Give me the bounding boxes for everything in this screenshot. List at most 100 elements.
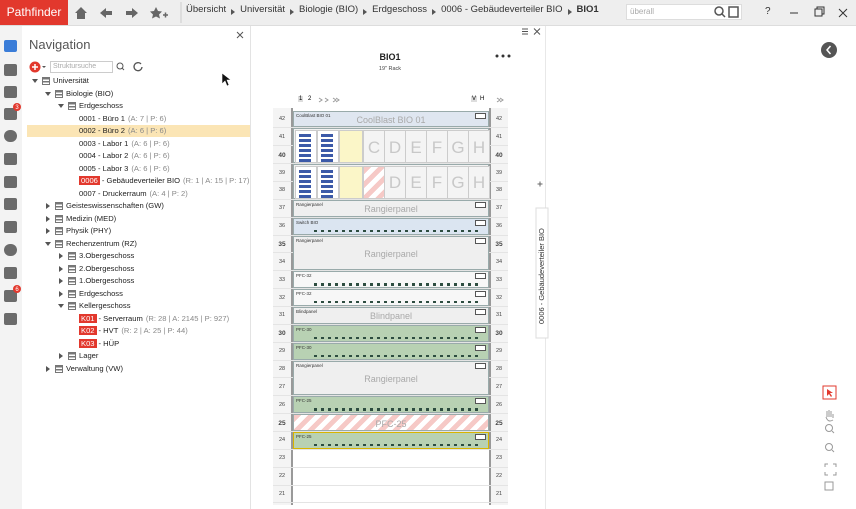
rack-device[interactable]: PFC-25: [293, 396, 489, 414]
rack-device[interactable]: PFC-25: [293, 414, 489, 431]
tree-item[interactable]: Kellergeschoss: [79, 301, 131, 311]
sidebar-icon[interactable]: [4, 64, 17, 76]
sidebar-icon[interactable]: [4, 176, 17, 188]
rack-device[interactable]: Rangierpanel Rangierpanel: [293, 199, 489, 217]
sidebar-icon[interactable]: [4, 86, 17, 98]
breadcrumb-item[interactable]: 0006 - Gebäudeverteiler BIO: [441, 4, 563, 15]
tree-item[interactable]: K02- HVT (R: 2 | A: 25 | P: 44): [79, 326, 188, 336]
view-button[interactable]: H: [480, 96, 485, 102]
tree-item[interactable]: 3.Obergeschoss: [79, 251, 134, 261]
refresh[interactable]: [133, 62, 143, 72]
tree-item[interactable]: Universität: [53, 76, 89, 86]
collapse-toggle[interactable]: [58, 104, 64, 108]
frame-tool[interactable]: [824, 481, 834, 491]
expand-toggle[interactable]: [46, 228, 50, 234]
device-actions[interactable]: [475, 398, 486, 405]
tree-item[interactable]: Medizin (MED): [66, 214, 116, 224]
sidebar-icon[interactable]: [4, 290, 17, 302]
tree-item[interactable]: Biologie (BIO): [66, 89, 113, 99]
help-button[interactable]: ?: [765, 6, 771, 17]
device-actions[interactable]: [475, 291, 486, 298]
close[interactable]: [838, 8, 848, 18]
tree-item[interactable]: 0006- Gebäudeverteiler BIO (R: 1 | A: 15 …: [79, 176, 249, 186]
device-actions[interactable]: [475, 201, 486, 208]
page-button[interactable]: 1: [298, 96, 304, 102]
collapse-button[interactable]: [821, 42, 837, 58]
tree-item[interactable]: K03- HÜP: [79, 338, 119, 349]
expand-toggle[interactable]: [46, 203, 50, 209]
rack-device[interactable]: PFC-32: [293, 289, 489, 306]
sidebar-icon[interactable]: [4, 244, 17, 256]
tree-item[interactable]: 1.Obergeschoss: [79, 276, 134, 286]
rack-device[interactable]: PFC-30: [293, 324, 489, 342]
device-actions[interactable]: [475, 344, 486, 351]
sidebar-icon[interactable]: [4, 221, 17, 233]
sidebar-icon[interactable]: [4, 153, 17, 165]
rack-device[interactable]: CoolBlast BIO 01 CoolBlast BIO 01: [293, 110, 489, 128]
sidebar-icon[interactable]: [4, 198, 17, 210]
rack-menu[interactable]: [494, 53, 512, 59]
tree-item[interactable]: Geisteswissenschaften (GW): [66, 201, 164, 211]
device-actions[interactable]: [475, 273, 486, 280]
device-actions[interactable]: [475, 112, 486, 119]
expand-toggle[interactable]: [59, 353, 63, 359]
device-actions[interactable]: [475, 433, 486, 440]
view-button[interactable]: V: [471, 96, 478, 102]
back-icon[interactable]: [100, 8, 112, 18]
select-tool[interactable]: [822, 385, 837, 400]
tree-item[interactable]: 0005 - Labor 3 (A: 6 | P: 6): [79, 164, 170, 174]
expand-toggle[interactable]: [59, 265, 63, 272]
page-button[interactable]: 2: [308, 96, 312, 102]
restore[interactable]: [814, 8, 823, 17]
tree-item[interactable]: Lager: [79, 351, 98, 361]
expand-toggle[interactable]: [59, 253, 63, 259]
rack-device[interactable]: Rangierpanel Rangierpanel: [293, 235, 489, 271]
collapse-toggle[interactable]: [45, 241, 51, 246]
rack-device[interactable]: Blindpanel Blindpanel: [293, 306, 489, 324]
tree-item[interactable]: Rechenzentrum (RZ): [66, 239, 137, 249]
tree-item[interactable]: Erdgeschoss: [79, 289, 123, 299]
device-actions[interactable]: [475, 219, 486, 226]
expand-arrows[interactable]: [495, 96, 505, 104]
side-tab[interactable]: 0006 - Gebäudeverteiler BIO: [537, 228, 546, 324]
search-box[interactable]: [626, 4, 742, 20]
tree-item[interactable]: K01- Serverraum (R: 28 | A: 2145 | P: 927…: [79, 313, 229, 324]
expand-toggle[interactable]: [59, 290, 63, 297]
structure-search[interactable]: [50, 61, 113, 73]
breadcrumb-item[interactable]: Biologie (BIO): [299, 4, 359, 15]
breadcrumb-item[interactable]: Übersicht: [186, 4, 227, 15]
rack-device[interactable]: Rangierpanel Rangierpanel: [293, 360, 489, 396]
zoom-in[interactable]: [825, 424, 833, 432]
rack-device[interactable]: Switch BIO: [293, 217, 489, 235]
tree-item[interactable]: Physik (PHY): [66, 226, 111, 236]
nav-close[interactable]: [236, 31, 245, 40]
breadcrumb-item[interactable]: BIO1: [576, 4, 599, 15]
tree-item[interactable]: 0003 - Labor 1 (A: 6 | P: 6): [79, 139, 170, 149]
device-actions[interactable]: [475, 308, 486, 315]
home-icon[interactable]: [75, 7, 87, 19]
sidebar-icon[interactable]: [4, 40, 17, 52]
tree-item[interactable]: 0002 - Büro 2 (A: 6 | P: 6): [79, 126, 166, 136]
device-actions[interactable]: [475, 237, 486, 244]
sidebar-icon[interactable]: [4, 267, 17, 279]
collapse-toggle[interactable]: [45, 91, 51, 96]
collapse-toggle[interactable]: [32, 79, 38, 83]
tree-item[interactable]: Erdgeschoss: [79, 101, 123, 111]
logo[interactable]: Pathfinder: [0, 0, 68, 25]
bookmark-icon[interactable]: [150, 7, 162, 19]
expand-toggle[interactable]: [59, 278, 63, 284]
tree-item[interactable]: 0001 - Büro 1 (A: 7 | P: 6): [79, 114, 166, 124]
tree-item[interactable]: 2.Obergeschoss: [79, 264, 134, 274]
forward-icon[interactable]: [126, 8, 138, 18]
device-actions[interactable]: [475, 362, 486, 369]
collapse-toggle[interactable]: [58, 304, 64, 308]
rack-device[interactable]: PFC-25: [293, 431, 489, 449]
zoom-out[interactable]: [825, 443, 833, 451]
rack-device[interactable]: PFC-32: [293, 271, 489, 289]
tree-item[interactable]: 0004 - Labor 2 (A: 6 | P: 6): [79, 151, 170, 161]
tree-item[interactable]: 0007 - Druckerraum (A: 4 | P: 2): [79, 189, 188, 199]
breadcrumb-item[interactable]: Universität: [240, 4, 285, 15]
expand-toggle[interactable]: [46, 215, 50, 222]
sidebar-icon[interactable]: [4, 108, 17, 120]
